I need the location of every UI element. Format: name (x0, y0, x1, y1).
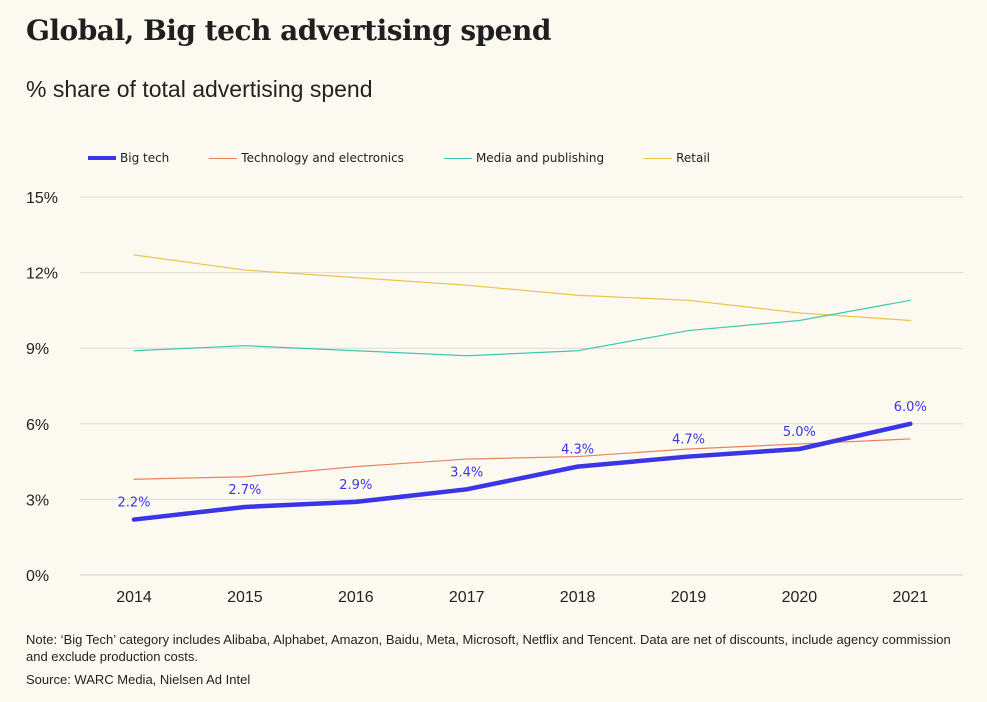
x-tick-label: 2020 (782, 589, 818, 606)
legend-item: Big tech (88, 151, 169, 165)
x-tick-label: 2015 (227, 589, 263, 606)
legend-swatch (443, 157, 472, 159)
y-tick-label: 3% (26, 492, 49, 509)
legend-swatch (88, 156, 116, 160)
legend-label: Retail (676, 151, 711, 165)
x-tick-label: 2021 (893, 589, 929, 606)
series-line-big-tech (131, 421, 913, 522)
chart-title: Global, Big tech advertising spend (26, 14, 551, 47)
chart-legend: Big tech Technology and electronics Media … (88, 150, 750, 166)
data-label: 5.0% (783, 425, 816, 440)
data-label: 2.7% (228, 483, 261, 498)
legend-label: Media and publishing (475, 151, 605, 165)
legend-label: Technology and electronics (241, 151, 404, 165)
data-label: 2.9% (339, 478, 372, 493)
x-tick-label: 2014 (116, 589, 152, 606)
chart-subtitle: % share of total advertising spend (26, 76, 373, 102)
chart-source: Source: WARC Media, Nielsen Ad Intel (26, 672, 251, 687)
series-line-media-and-publishing (133, 299, 911, 357)
chart-note: Note: ‘Big Tech’ category includes Aliba… (26, 632, 951, 664)
data-label: 2.2% (117, 496, 150, 511)
y-tick-label: 6% (26, 417, 49, 434)
legend-item: Retail (644, 151, 710, 165)
x-tick-label: 2018 (560, 589, 596, 606)
legend-swatch (644, 157, 673, 159)
data-label: 4.3% (561, 443, 594, 458)
series-line-retail (133, 254, 911, 322)
y-tick-label: 12% (26, 266, 58, 283)
legend-label: Big tech (120, 151, 170, 165)
legend-item: Technology and electronics (209, 151, 404, 165)
data-label: 6.0% (894, 400, 927, 415)
series-line-technology-and-electronics (133, 438, 911, 480)
x-tick-label: 2017 (449, 589, 485, 606)
x-tick-label: 2016 (338, 589, 374, 606)
x-tick-label: 2019 (671, 589, 707, 606)
data-label: 4.7% (672, 433, 705, 448)
legend-swatch (209, 157, 238, 159)
legend-item: Media and publishing (443, 151, 605, 165)
y-tick-label: 9% (26, 341, 49, 358)
y-tick-label: 15% (26, 190, 58, 207)
y-tick-label: 0% (26, 568, 49, 585)
data-label: 3.4% (450, 465, 483, 480)
